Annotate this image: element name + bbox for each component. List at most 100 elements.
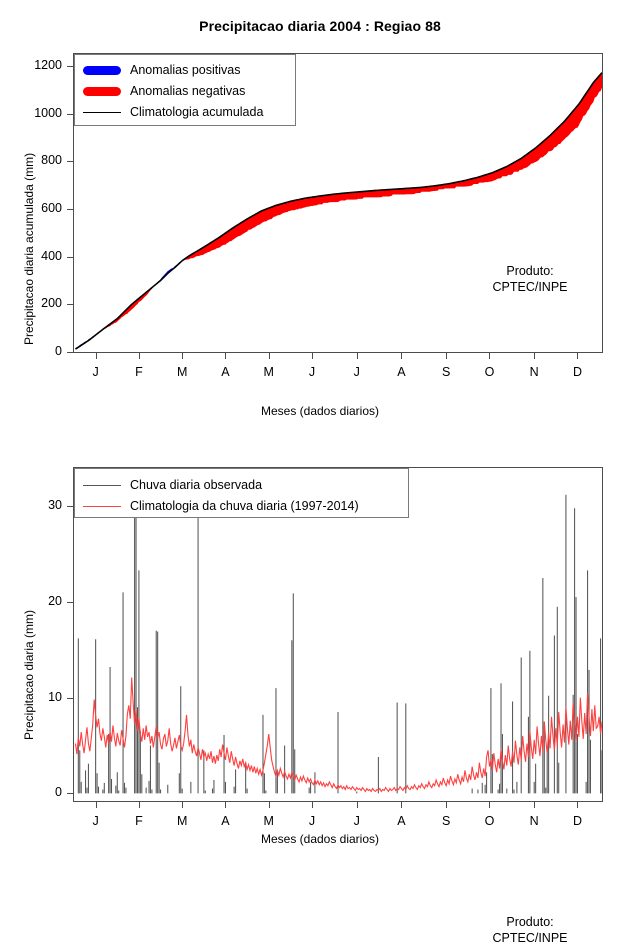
x-tick-label: M [176,365,188,379]
y-tick-label: 10 [48,689,62,704]
observed-rain-bars [77,494,602,794]
x-tick-mark [138,801,140,808]
x-tick-mark [534,801,536,808]
legend-item: Climatologia da chuva diaria (1997-2014) [83,500,359,513]
x-tick-label: F [135,365,143,379]
legend-line-icon [83,111,121,113]
x-tick-label: M [263,814,274,828]
y-tick-mark [67,304,73,306]
x-tick-label: O [484,814,495,828]
y-tick-label: 30 [48,498,62,513]
x-tick-label: O [484,365,495,379]
x-tick-mark [312,801,314,808]
legend-label: Chuva diaria observada [130,478,263,492]
x-tick-mark [489,801,491,808]
x-tick-mark [312,352,314,359]
y-tick-label: 800 [41,153,62,168]
x-tick-mark [182,352,184,359]
x-axis-label-bottom: Meses (dados diarios) [260,832,380,846]
credit-text-bottom: Produto: CPTEC/INPE [492,915,568,945]
x-tick-label: M [176,814,188,828]
legend-top: Anomalias positivas Anomalias negativas Cl… [74,54,296,126]
x-tick-label: A [397,814,406,828]
x-tick-label: F [135,814,143,828]
y-tick-label: 200 [41,296,62,311]
y-tick-label: 400 [41,248,62,263]
x-tick-mark [356,352,358,359]
legend-label: Climatologia acumulada [130,105,264,119]
x-tick-mark [489,352,491,359]
y-tick-mark [67,256,73,258]
y-tick-mark [67,601,73,603]
legend-swatch-icon [83,86,121,96]
daily-precipitation-chart [74,494,602,794]
x-tick-mark [138,352,140,359]
negative-anomaly-area [183,72,602,261]
legend-swatch-icon [83,65,121,75]
accumulated-precipitation-panel: Precipitacao diaria 2004 : Regiao 88 Pre… [0,0,640,430]
x-tick-mark [225,352,227,359]
y-tick-label: 0 [55,344,62,358]
legend-item: Climatologia acumulada [83,106,263,119]
x-tick-label: D [572,814,582,828]
accumulated-plot-area [73,53,603,353]
legend-bottom: Chuva diaria observada Climatologia da ch… [74,468,409,518]
legend-line-icon [83,484,121,486]
x-tick-label: S [442,814,451,828]
legend-item: Anomalias negativas [83,85,245,98]
x-tick-mark [446,801,448,808]
y-axis-label-bottom: Precipitacao diaria (mm) [22,609,36,740]
x-tick-label: J [92,365,99,379]
x-tick-mark [268,352,270,359]
x-tick-mark [577,801,579,808]
y-tick-label: 0 [55,785,62,800]
x-tick-label: N [529,814,539,828]
x-tick-mark [268,801,270,808]
y-tick-label: 20 [48,593,62,608]
legend-item: Anomalias positivas [83,64,240,77]
x-tick-mark [356,801,358,808]
x-axis-label-top: Meses (dados diarios) [260,404,380,418]
credit-text-top: Produto: CPTEC/INPE [492,264,568,294]
accumulated-precipitation-chart [75,72,602,350]
y-tick-label: 1200 [34,57,62,72]
y-tick-mark [67,793,73,795]
y-tick-mark [67,208,73,210]
x-tick-mark [95,801,97,808]
x-tick-label: A [397,365,406,379]
x-tick-label: J [308,365,316,379]
x-tick-label: J [353,365,360,379]
x-tick-mark [182,801,184,808]
legend-line-icon [83,505,121,507]
x-tick-mark [577,352,579,359]
legend-item: Chuva diaria observada [83,479,262,492]
y-tick-mark [67,65,73,67]
x-tick-label: J [353,814,360,828]
y-tick-mark [67,506,73,508]
x-tick-mark [95,352,97,359]
x-tick-mark [401,801,403,808]
y-tick-mark [67,697,73,699]
x-tick-mark [534,352,536,359]
x-tick-label: A [221,814,230,828]
page-title: Precipitacao diaria 2004 : Regiao 88 [199,18,441,34]
y-tick-mark [67,352,73,353]
climatology-daily-line [74,677,602,793]
legend-label: Climatologia da chuva diaria (1997-2014) [130,499,359,513]
x-tick-mark [401,352,403,359]
x-tick-label: N [529,365,539,379]
y-tick-label: 600 [41,200,62,215]
x-tick-label: S [442,365,451,379]
y-tick-mark [67,161,73,163]
x-tick-label: A [221,365,230,379]
x-tick-mark [225,801,227,808]
climatology-line [75,72,602,350]
y-tick-mark [67,113,73,115]
legend-label: Anomalias negativas [130,84,246,98]
x-tick-mark [446,352,448,359]
legend-label: Anomalias positivas [130,63,241,77]
x-tick-label: D [572,365,582,379]
x-tick-label: M [263,365,274,379]
daily-plot-area [73,467,603,802]
x-tick-label: J [308,814,316,828]
